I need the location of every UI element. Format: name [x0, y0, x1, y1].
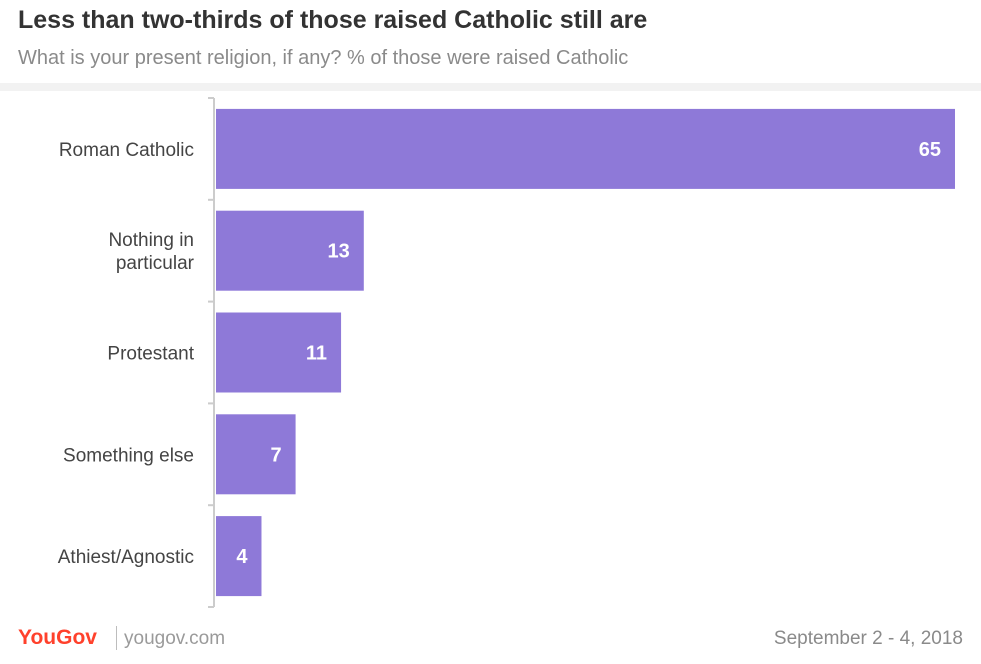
- category-label: Something else: [63, 445, 194, 466]
- bar: [216, 414, 296, 495]
- category-label: Athiest/Agnostic: [58, 547, 194, 568]
- bar: [216, 210, 364, 291]
- bar: [216, 108, 955, 189]
- bar-value-label: 7: [270, 444, 281, 466]
- chart-subtitle: What is your present religion, if any? %…: [18, 47, 629, 69]
- category-label: Protestant: [107, 344, 194, 365]
- header-divider: [0, 83, 981, 91]
- bar: [216, 312, 342, 393]
- bar: [216, 516, 262, 597]
- category-label: Nothing in particular: [108, 230, 194, 274]
- yougov-logo: YouGov: [18, 626, 97, 649]
- footer-url[interactable]: yougov.com: [124, 628, 226, 649]
- category-label: Roman Catholic: [59, 140, 194, 161]
- bar-value-label: 11: [306, 343, 327, 365]
- footer-separator: [116, 626, 117, 650]
- bar-value-label: 13: [328, 241, 350, 263]
- bar-value-label: 65: [919, 139, 941, 161]
- bar-value-label: 4: [236, 546, 248, 568]
- survey-date: September 2 - 4, 2018: [773, 628, 963, 649]
- chart-title: Less than two-thirds of those raised Cat…: [18, 6, 648, 34]
